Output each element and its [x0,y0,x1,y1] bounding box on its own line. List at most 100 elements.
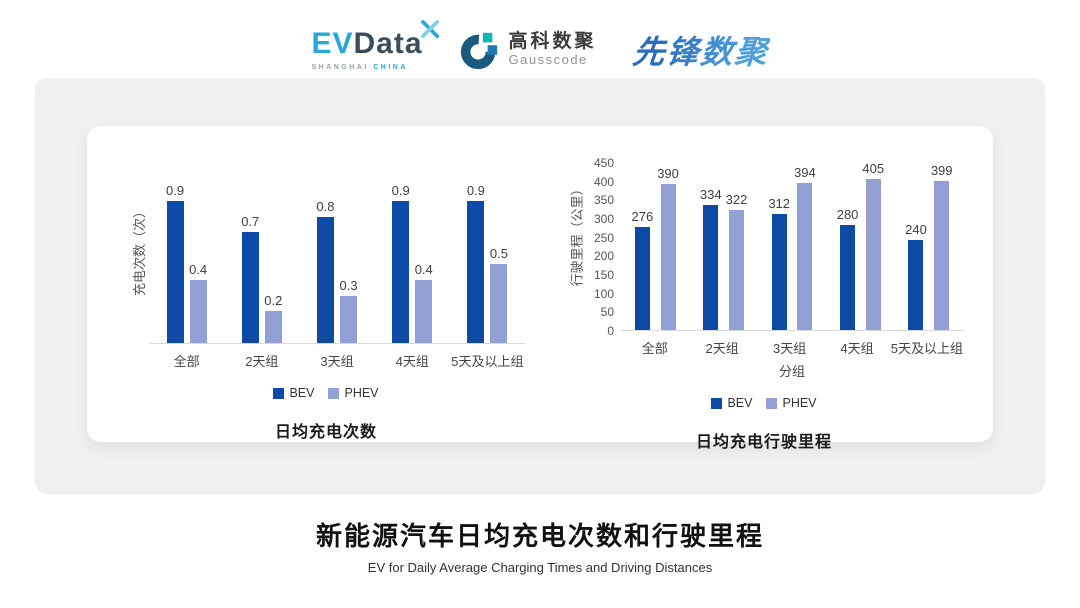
charts-card: 充电次数（次） 0.9 0.4 0.7 0.2 0.8 0.3 0.9 0.4 0.9 0.5 全部 2… [87,126,993,451]
bev-bar-column: 0.7 [241,214,259,343]
bev-bar-column: 0.9 [467,183,485,343]
category-label: 2天组 [245,354,279,369]
bar-group: 334 322 [689,187,757,330]
y-tick-label: 250 [593,230,614,245]
category-label: 5天及以上组 [451,354,524,369]
bev-bar [771,213,787,330]
bar-value-label: 0.5 [489,246,508,261]
logo-bar: EVData SHANGHAI CHINA 高科数聚 Gausscode 先锋数… [0,0,1080,78]
plot-area: 276 390 334 322 312 394 280 405 240 399 [621,137,963,331]
bar-value-label: 0.3 [339,277,358,293]
gausscode-logo: 高科数聚 Gausscode [459,29,597,71]
phev-bar-column: 0.4 [415,262,433,343]
phev-bar-column: 390 [657,166,679,330]
bar-value-label: 390 [657,166,679,182]
bev-bar [908,240,924,330]
bev-bar-column: 240 [905,222,927,330]
chart-body: 充电次数（次） 0.9 0.4 0.7 0.2 0.8 0.3 0.9 0.4 0.9 0.5 全部 2… [127,156,525,370]
x-axis-categories: 全部 2天组 3天组 4天组 5天及以上组 [149,351,525,370]
bev-bar [166,200,184,343]
category-label: 4天组 [840,341,874,356]
phev-bar-column: 394 [794,165,816,330]
bar-group: 0.9 0.5 [450,183,525,343]
plot-wrap: 276 390 334 322 312 394 280 405 240 399 全部 2天组 3天组 4天… [621,137,963,380]
chart-daily-charging-times: 充电次数（次） 0.9 0.4 0.7 0.2 0.8 0.3 0.9 0.4 0.9 0.5 全部 2… [97,140,535,442]
plot-wrap: 0.9 0.4 0.7 0.2 0.8 0.3 0.9 0.4 0.9 0.5 全部 2天组 3天组 4天… [149,156,525,370]
legend-item-bev: BEV [711,396,752,410]
phev-bar [660,184,676,330]
bar-group: 280 405 [826,161,894,330]
bev-bar-column: 312 [768,196,790,330]
legend: BEV PHEV [565,396,963,410]
bar-value-label: 312 [768,195,791,211]
phev-bar-column: 0.5 [490,246,508,343]
bar-group: 0.8 0.3 [299,199,374,343]
bev-bar [467,200,485,343]
footer: 新能源汽车日均充电次数和行驶里程 EV for Daily Average Ch… [0,516,1080,575]
chart-title: 日均充电次数 [274,424,377,441]
chart-daily-driving-distance: 行驶里程（公里） 0 50 100 150 200 250 300 350 400 450 276 39… [535,137,983,451]
bar-value-label: 322 [725,191,748,207]
evdata-sub-shanghai: SHANGHAI [311,64,369,71]
page-subtitle: EV for Daily Average Charging Times and … [367,560,713,575]
bar-group: 276 390 [621,166,689,330]
category-label: 2天组 [705,341,739,356]
bar-group: 240 399 [895,163,963,330]
chart-body: 行驶里程（公里） 0 50 100 150 200 250 300 350 400 450 276 39… [565,137,963,380]
phev-bar [264,311,282,343]
phev-bar [797,182,813,330]
bar-value-label: 0.2 [264,293,283,309]
phev-bar [340,295,358,343]
phev-bar-column: 399 [931,163,953,330]
phev-bar [189,279,207,343]
bar-value-label: 0.4 [189,261,208,277]
legend-item-phev: PHEV [328,386,379,400]
legend-item-bev: BEV [273,386,314,400]
legend-label: PHEV [344,386,379,400]
bar-value-label: 0.8 [316,198,335,214]
bar-group: 312 394 [758,165,826,330]
evdata-ev-text: EV [311,27,354,60]
bar-value-label: 0.9 [466,182,485,198]
bar-group: 0.9 0.4 [375,183,450,343]
y-axis-label-text: 行驶里程（公里） [569,181,585,287]
gausscode-cn-text: 高科数聚 [508,31,597,53]
legend-item-phev: PHEV [766,396,817,410]
legend-label: PHEV [782,396,817,410]
bev-bar [634,226,650,330]
evdata-sub-china: CHINA [373,64,408,71]
chart-area: 充电次数（次） 0.9 0.4 0.7 0.2 0.8 0.3 0.9 0.4 0.9 0.5 全部 2… [127,140,525,370]
bar-value-label: 240 [905,222,927,238]
category-label: 全部 [173,354,200,369]
gausscode-g-icon [460,32,497,70]
phev-bar [490,264,508,343]
phev-bar [728,209,744,330]
evdata-data-text: Data [353,27,423,60]
y-tick-label: 100 [593,286,614,301]
bar-group: 0.9 0.4 [149,183,224,343]
bev-bar-column: 276 [631,208,654,330]
xianfeng-logo: 先锋数聚 [630,27,771,73]
bev-bar-column: 280 [837,207,858,330]
category-label: 全部 [641,341,668,356]
y-axis-label: 充电次数（次） [127,156,149,344]
bev-bar [241,232,259,343]
bev-swatch-icon [273,387,285,399]
chart-title: 日均充电行驶里程 [695,434,832,451]
evdata-wordmark: EVData [311,20,439,60]
bev-bar-column: 0.9 [392,183,410,343]
phev-swatch-icon [328,387,340,399]
bar-value-label: 276 [631,208,654,224]
page-title: 新能源汽车日均充电次数和行驶里程 [315,521,764,551]
phev-bar-column: 0.3 [340,278,358,343]
y-tick-label: 450 [593,156,614,170]
bar-value-label: 394 [794,164,816,180]
category-label: 5天及以上组 [890,341,963,356]
y-axis-ticks: 0 50 100 150 200 250 300 350 400 450 [587,137,621,338]
bev-bar-column: 0.8 [316,198,335,343]
phev-bar-column: 0.4 [189,262,207,343]
bar-value-label: 0.4 [414,261,433,277]
legend-label: BEV [727,396,753,410]
plot-area: 0.9 0.4 0.7 0.2 0.8 0.3 0.9 0.4 0.9 0.5 [149,156,525,344]
x-axis-label: 分组 [778,364,805,379]
